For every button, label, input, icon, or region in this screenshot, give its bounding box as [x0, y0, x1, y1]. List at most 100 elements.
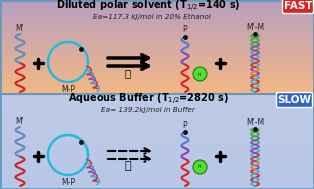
Text: $\pi$: $\pi$ — [197, 70, 203, 77]
Bar — [0, 12, 314, 13]
Bar — [0, 1, 314, 2]
Bar — [0, 31, 314, 32]
Bar — [0, 172, 314, 173]
Bar — [0, 54, 314, 55]
Bar — [0, 122, 314, 123]
Bar — [0, 39, 314, 40]
Bar — [0, 131, 314, 132]
Bar — [0, 160, 314, 161]
Bar — [0, 113, 314, 114]
Bar — [0, 120, 314, 121]
Bar — [0, 142, 314, 143]
Bar — [0, 61, 314, 62]
Bar — [0, 105, 314, 106]
Bar — [0, 166, 314, 167]
Circle shape — [193, 67, 207, 81]
Bar — [0, 95, 314, 96]
Bar — [0, 9, 314, 10]
Bar — [0, 181, 314, 182]
Bar — [0, 27, 314, 28]
Bar — [0, 15, 314, 16]
Bar — [0, 44, 314, 45]
Bar — [0, 8, 314, 9]
Text: Aqueous Buffer (T$_{1/2}$=2820 s): Aqueous Buffer (T$_{1/2}$=2820 s) — [68, 91, 229, 107]
Bar — [0, 98, 314, 99]
Text: M': M' — [16, 117, 24, 126]
Bar — [0, 45, 314, 46]
Bar — [0, 90, 314, 91]
Bar — [0, 119, 314, 120]
Text: Ea= 139.2kJ/mol in Buffer: Ea= 139.2kJ/mol in Buffer — [101, 107, 195, 113]
Bar — [0, 86, 314, 87]
Bar — [0, 96, 314, 97]
Bar — [0, 110, 314, 111]
Bar — [0, 147, 314, 148]
Bar — [0, 56, 314, 57]
Bar — [0, 159, 314, 160]
Bar — [0, 146, 314, 147]
Bar — [0, 149, 314, 150]
Text: 🐢: 🐢 — [125, 161, 131, 171]
Bar — [0, 75, 314, 76]
Bar — [0, 46, 314, 47]
Bar — [0, 78, 314, 79]
Bar — [0, 60, 314, 61]
FancyBboxPatch shape — [277, 92, 312, 108]
Bar — [0, 48, 314, 49]
Text: M'-M: M'-M — [246, 23, 264, 32]
Bar — [0, 162, 314, 163]
Bar — [0, 0, 314, 1]
Bar — [0, 187, 314, 188]
Bar — [0, 79, 314, 80]
Bar — [0, 20, 314, 21]
Bar — [0, 13, 314, 14]
Bar — [0, 51, 314, 52]
Bar — [0, 121, 314, 122]
Bar — [0, 127, 314, 128]
Bar — [0, 102, 314, 103]
Bar — [0, 50, 314, 51]
Bar — [0, 19, 314, 20]
Bar — [0, 135, 314, 136]
Bar — [0, 179, 314, 180]
Bar — [0, 77, 314, 78]
Bar — [0, 158, 314, 159]
Bar — [0, 80, 314, 81]
Bar — [0, 169, 314, 170]
Bar — [0, 43, 314, 44]
Bar — [0, 23, 314, 24]
Bar — [0, 34, 314, 35]
Bar — [0, 11, 314, 12]
Bar — [0, 65, 314, 66]
Bar — [0, 22, 314, 23]
Bar — [0, 62, 314, 63]
Bar — [0, 103, 314, 104]
Bar — [0, 72, 314, 73]
Bar — [0, 155, 314, 156]
Bar — [0, 10, 314, 11]
Bar — [0, 126, 314, 127]
Bar — [0, 153, 314, 154]
Bar — [0, 104, 314, 105]
Bar — [0, 92, 314, 93]
Bar — [0, 17, 314, 18]
Bar — [0, 170, 314, 171]
Bar — [0, 36, 314, 37]
Bar — [0, 89, 314, 90]
Bar — [0, 84, 314, 85]
Bar — [0, 139, 314, 140]
Bar — [0, 136, 314, 137]
Bar — [0, 57, 314, 58]
Bar — [0, 58, 314, 59]
Bar — [0, 171, 314, 172]
Text: SLOW: SLOW — [277, 95, 311, 105]
Bar — [0, 118, 314, 119]
Bar — [0, 157, 314, 158]
Bar — [0, 140, 314, 141]
Bar — [0, 111, 314, 112]
Bar — [0, 167, 314, 168]
Bar — [0, 168, 314, 169]
Bar — [0, 71, 314, 72]
Bar — [0, 145, 314, 146]
Bar — [0, 186, 314, 187]
